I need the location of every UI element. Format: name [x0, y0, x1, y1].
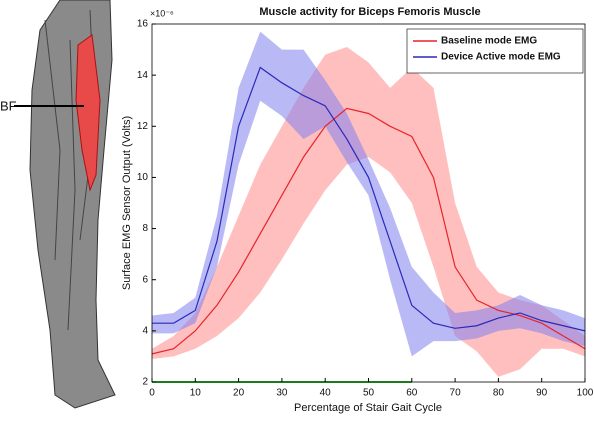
y-tick-label: 6 — [142, 274, 148, 285]
line — [152, 66, 586, 332]
x-tick-label: 70 — [450, 388, 462, 399]
legend-box — [406, 28, 584, 74]
y-tick-label: 12 — [137, 121, 149, 132]
y-multiplier: ×10⁻⁶ — [150, 8, 174, 18]
band — [152, 31, 585, 357]
x-tick-label: 100 — [577, 388, 594, 399]
legend-label: Device Active mode EMG — [441, 52, 561, 63]
legend-label: Baseline mode EMG — [441, 36, 537, 47]
band — [152, 47, 585, 377]
y-tick-label: 16 — [137, 19, 149, 30]
x-tick-label: 20 — [233, 388, 245, 399]
y-tick-label: 8 — [142, 223, 148, 234]
x-tick-label: 50 — [363, 388, 375, 399]
y-tick-label: 10 — [137, 172, 149, 183]
chart-title: Muscle activity for Biceps Femoris Muscl… — [259, 6, 480, 18]
y-tick-label: 4 — [142, 325, 148, 336]
x-tick-label: 30 — [276, 388, 288, 399]
x-tick-label: 10 — [190, 388, 202, 399]
x-tick-label: 40 — [320, 388, 332, 399]
line — [151, 107, 586, 355]
x-tick-label: 0 — [149, 388, 155, 399]
x-axis-label: Percentage of Stair Gait Cycle — [294, 402, 442, 414]
x-tick-label: 60 — [406, 388, 418, 399]
x-tick-label: 90 — [536, 388, 548, 399]
y-axis-label: Surface EMG Sensor Output (Volts) — [121, 116, 133, 290]
y-tick-label: 2 — [142, 377, 148, 388]
y-tick-label: 14 — [137, 70, 149, 81]
muscle-label: BF — [0, 98, 17, 113]
leg-illustration — [14, 0, 116, 409]
x-tick-label: 80 — [493, 388, 505, 399]
